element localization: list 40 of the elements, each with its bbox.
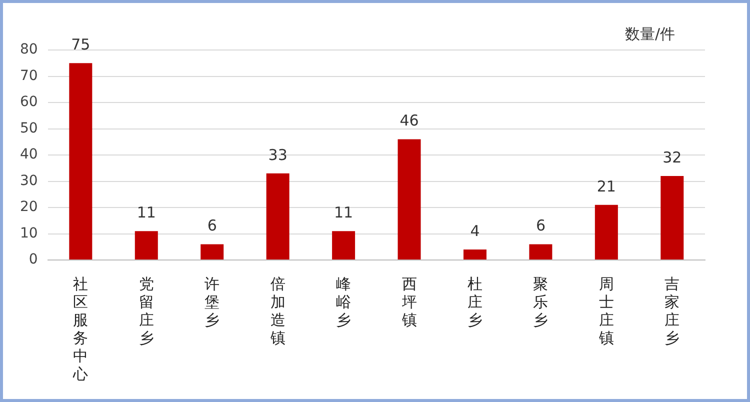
x-tick-label: 许堡乡: [204, 274, 220, 329]
data-label: 6: [536, 216, 546, 235]
y-tick-label: 60: [20, 94, 38, 110]
y-tick-label: 10: [20, 225, 38, 242]
bar: [398, 139, 421, 260]
bar: [529, 244, 552, 260]
x-tick-label: 倍加造镇: [269, 274, 286, 347]
x-tick-label: 杜庄乡: [467, 274, 482, 329]
data-label: 4: [470, 222, 480, 240]
data-label: 11: [136, 204, 156, 222]
x-tick-label: 党留庄乡: [138, 274, 154, 347]
y-tick-label: 80: [20, 42, 38, 58]
data-label: 32: [662, 148, 682, 166]
y-tick-label: 30: [20, 172, 38, 189]
data-label: 33: [268, 146, 288, 164]
bar: [69, 63, 92, 260]
y-tick-label: 20: [20, 199, 38, 216]
x-tick-label: 周士庄镇: [598, 274, 614, 347]
x-tick-label: 吉家庄乡: [664, 274, 680, 347]
y-tick-label: 50: [20, 120, 38, 136]
x-tick-label: 西坪镇: [400, 274, 417, 329]
x-tick-label: 聚乐乡: [533, 274, 548, 329]
bar: [200, 244, 224, 260]
data-label: 6: [207, 216, 217, 235]
bar: [266, 173, 290, 260]
bar: [332, 231, 356, 260]
x-tick-label: 社区服务中心: [72, 274, 88, 383]
bar: [463, 250, 486, 260]
y-tick-label: 70: [20, 68, 38, 84]
bar: [660, 176, 684, 260]
data-label: 75: [71, 36, 90, 54]
data-label: 11: [334, 204, 354, 222]
bar: [594, 204, 618, 260]
data-label: 21: [596, 177, 616, 196]
y-axis-title: 数量/件: [624, 24, 675, 43]
x-tick-label: 峰峪乡: [336, 274, 352, 329]
data-label: 46: [400, 112, 419, 130]
y-tick-label: 0: [28, 252, 38, 268]
bar: [134, 231, 158, 260]
y-tick-label: 40: [20, 146, 38, 163]
